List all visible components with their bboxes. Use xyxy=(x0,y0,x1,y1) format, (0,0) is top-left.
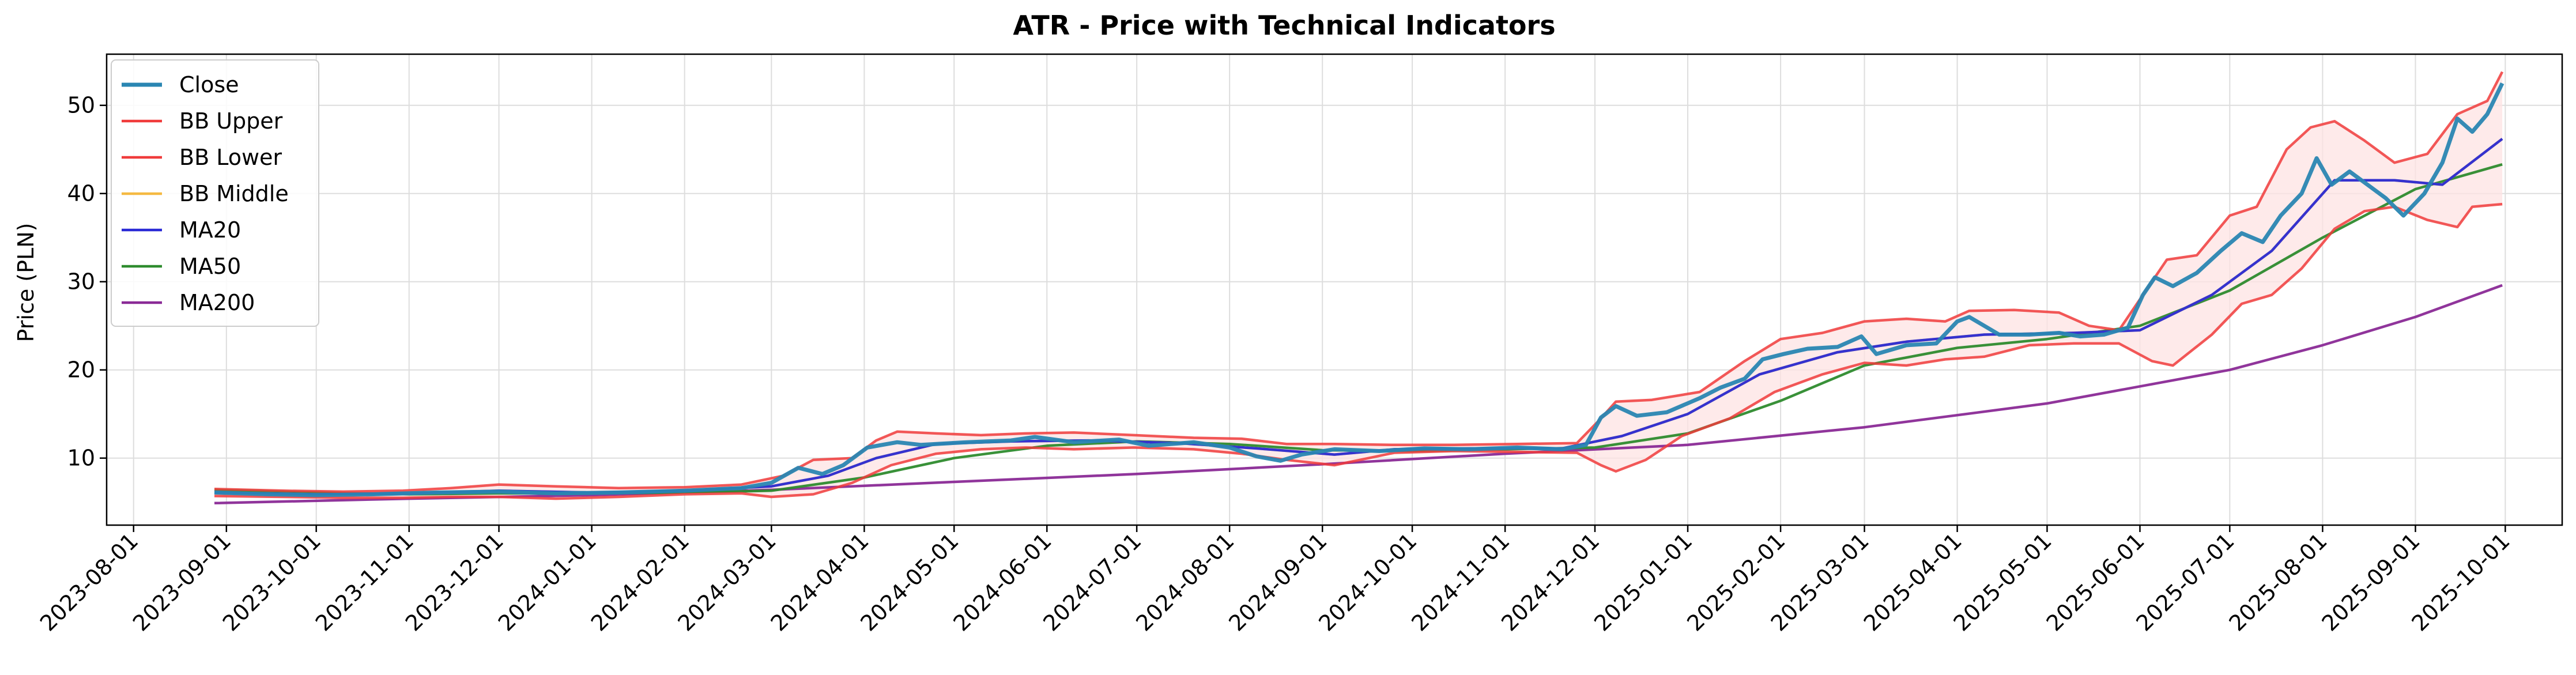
chart-title: ATR - Price with Technical Indicators xyxy=(1013,10,1555,41)
legend-label: MA200 xyxy=(179,290,255,315)
y-tick-label: 20 xyxy=(67,357,95,383)
chart-legend: Close BB Upper BB Lower BB Middle MA20 MA50 MA… xyxy=(111,59,319,327)
series-line-bb-lower xyxy=(214,202,2503,500)
legend-label: MA20 xyxy=(179,217,241,243)
legend-label: BB Middle xyxy=(179,181,289,206)
legend-label: BB Upper xyxy=(179,108,283,134)
legend-box xyxy=(111,59,319,327)
y-tick-label: 40 xyxy=(67,181,95,206)
legend-label: MA50 xyxy=(179,254,241,279)
series-line-close xyxy=(214,82,2505,497)
y-tick-label: 30 xyxy=(67,269,95,295)
legend-label: BB Lower xyxy=(179,145,282,170)
plot-frame xyxy=(105,53,2563,526)
y-tick-label: 50 xyxy=(67,93,95,118)
y-axis-label: Price (PLN) xyxy=(13,223,39,342)
y-tick-label: 10 xyxy=(67,446,95,471)
series-layer xyxy=(214,71,2505,505)
legend-label: Close xyxy=(179,72,239,97)
